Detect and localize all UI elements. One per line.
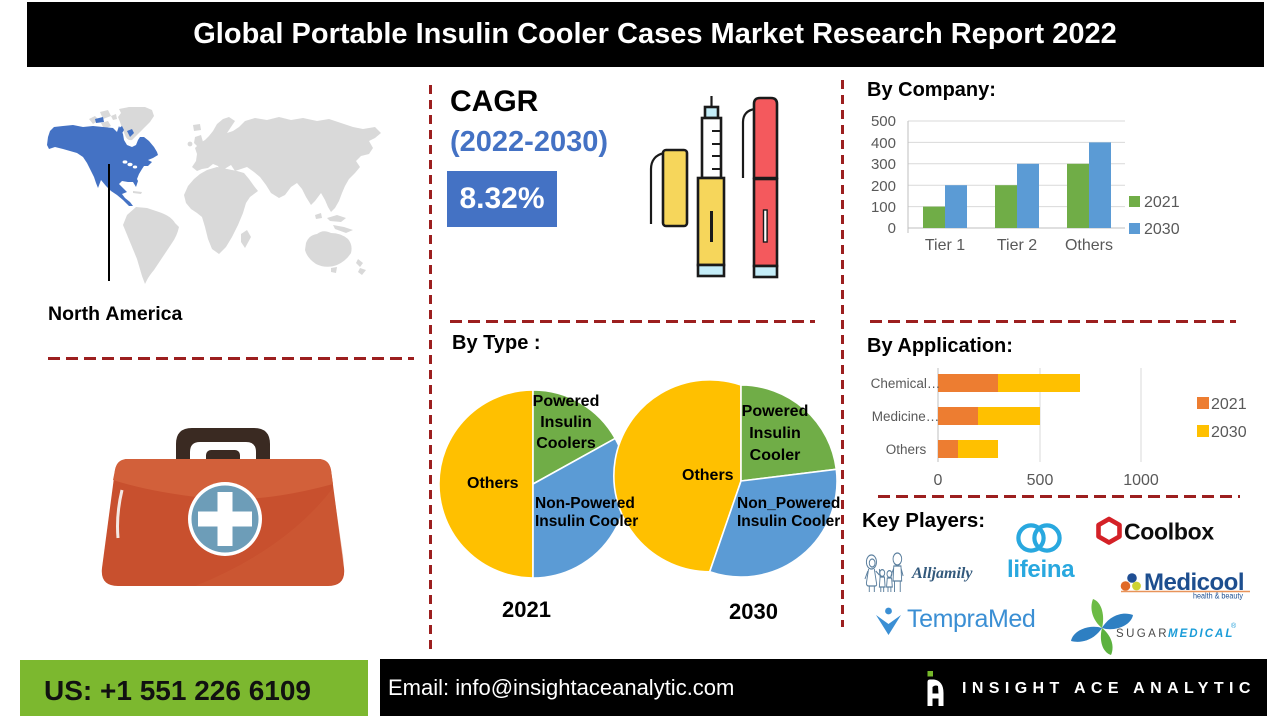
svg-text:1000: 1000 xyxy=(1123,472,1159,489)
svg-text:Medicine…: Medicine… xyxy=(872,409,940,424)
svg-text:300: 300 xyxy=(871,156,896,173)
svg-text:100: 100 xyxy=(871,199,896,216)
svg-text:0: 0 xyxy=(934,472,943,489)
svg-text:2021: 2021 xyxy=(1211,396,1247,413)
svg-text:lifeina: lifeina xyxy=(1007,556,1075,583)
svg-text:TempraMed: TempraMed xyxy=(907,605,1035,633)
svg-text:500: 500 xyxy=(871,113,896,130)
svg-text:Coolbox: Coolbox xyxy=(1124,519,1214,545)
svg-text:2030: 2030 xyxy=(1144,221,1180,238)
svg-text:500: 500 xyxy=(1027,472,1054,489)
svg-text:Alljamily: Alljamily xyxy=(911,565,973,582)
svg-text:0: 0 xyxy=(888,220,896,237)
svg-text:®: ® xyxy=(1231,622,1237,630)
svg-text:Others: Others xyxy=(1065,237,1113,254)
svg-text:2021: 2021 xyxy=(1144,194,1180,211)
svg-text:200: 200 xyxy=(871,178,896,195)
svg-text:health & beauty: health & beauty xyxy=(1193,592,1243,601)
svg-text:400: 400 xyxy=(871,135,896,152)
svg-text:Chemical…: Chemical… xyxy=(871,376,941,391)
svg-text:Others: Others xyxy=(886,442,927,457)
svg-text:Tier 2: Tier 2 xyxy=(997,237,1037,254)
svg-text:MEDICAL: MEDICAL xyxy=(1168,628,1234,640)
svg-text:Tier 1: Tier 1 xyxy=(925,237,965,254)
svg-text:2030: 2030 xyxy=(1211,424,1247,441)
svg-text:SUGAR: SUGAR xyxy=(1116,628,1169,640)
